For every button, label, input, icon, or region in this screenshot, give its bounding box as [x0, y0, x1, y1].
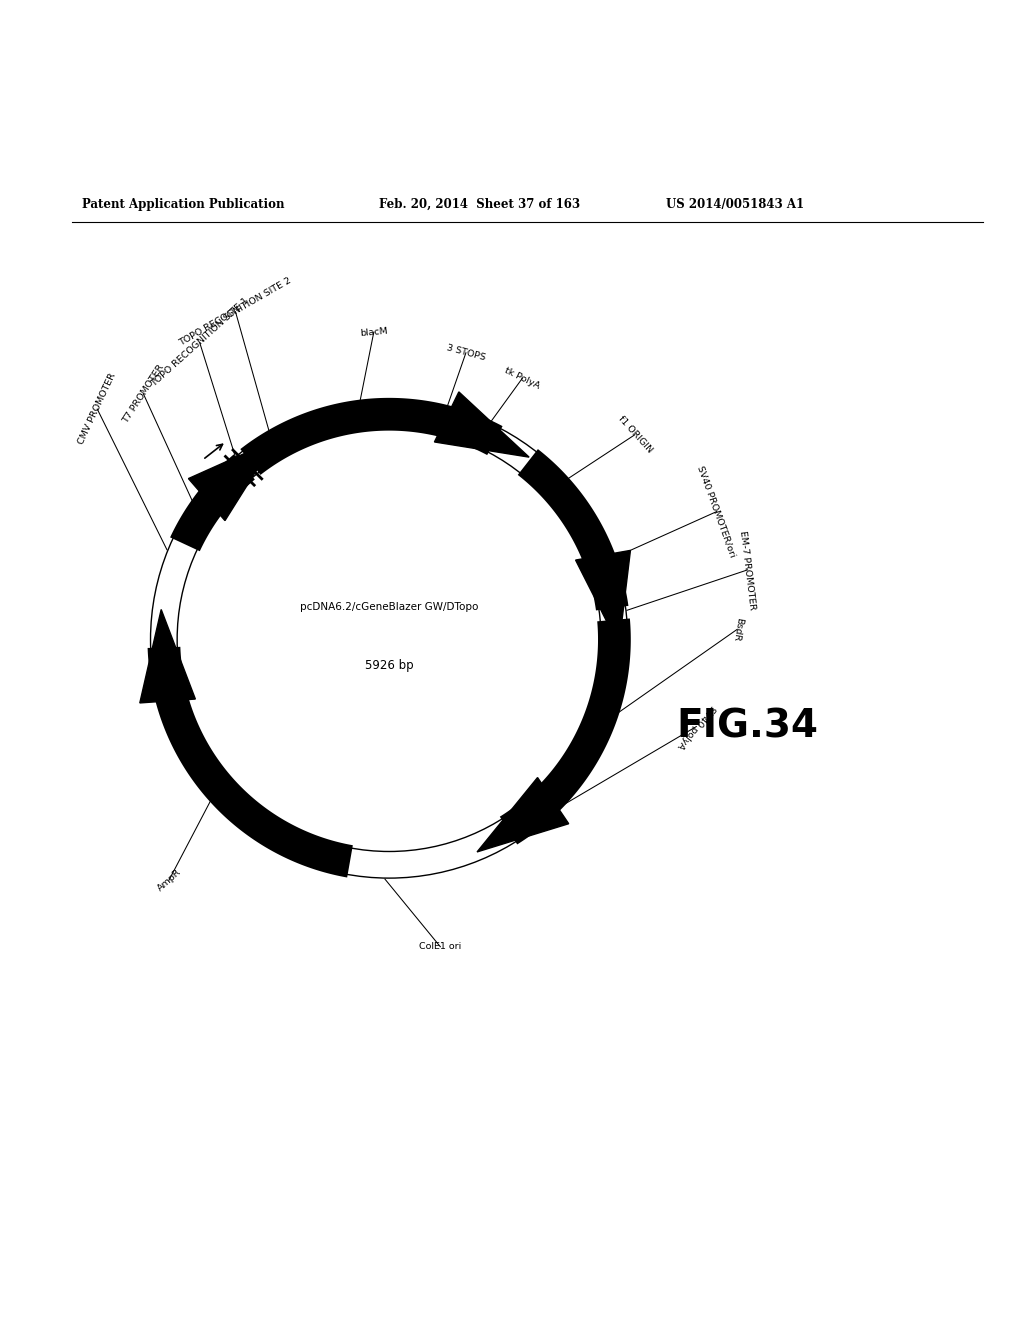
Text: EM-7 PROMOTER: EM-7 PROMOTER: [738, 529, 757, 610]
Text: ColE1 ori: ColE1 ori: [419, 942, 462, 952]
Polygon shape: [241, 397, 503, 475]
Text: AmpR: AmpR: [156, 867, 182, 894]
Text: f1 ORIGIN: f1 ORIGIN: [616, 414, 653, 455]
Polygon shape: [500, 619, 631, 845]
Text: T7 PROMOTER: T7 PROMOTER: [121, 363, 166, 425]
Polygon shape: [477, 777, 568, 851]
Polygon shape: [170, 454, 255, 552]
Text: TOPO RECOGNITION SITE 1: TOPO RECOGNITION SITE 1: [150, 297, 250, 388]
Text: US 2014/0051843 A1: US 2014/0051843 A1: [666, 198, 804, 211]
Text: TOPO RECOGNITION SITE 2: TOPO RECOGNITION SITE 2: [178, 276, 293, 347]
Polygon shape: [575, 550, 631, 645]
Text: BsdR: BsdR: [731, 616, 743, 642]
Text: CMV PROMOTER: CMV PROMOTER: [77, 372, 118, 446]
Text: SV40 PROMOTER/ori: SV40 PROMOTER/ori: [696, 465, 737, 558]
Text: blacM: blacM: [359, 326, 388, 338]
Text: 5926 bp: 5926 bp: [365, 659, 414, 672]
Polygon shape: [434, 392, 529, 457]
Text: SV40 polyA: SV40 polyA: [676, 704, 717, 750]
Polygon shape: [188, 440, 275, 520]
Text: pcDNA6.2/cGeneBlazer GW/DTopo: pcDNA6.2/cGeneBlazer GW/DTopo: [300, 602, 478, 611]
Polygon shape: [147, 647, 353, 878]
Text: tk PolyA: tk PolyA: [503, 366, 542, 391]
Text: 3 STOPS: 3 STOPS: [445, 343, 486, 362]
Polygon shape: [518, 449, 629, 610]
Text: Patent Application Publication: Patent Application Publication: [82, 198, 285, 211]
Text: Feb. 20, 2014  Sheet 37 of 163: Feb. 20, 2014 Sheet 37 of 163: [379, 198, 580, 211]
Polygon shape: [140, 610, 196, 704]
Text: FIG.34: FIG.34: [677, 708, 818, 746]
